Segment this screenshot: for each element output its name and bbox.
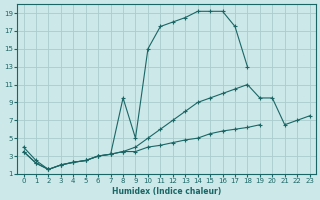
X-axis label: Humidex (Indice chaleur): Humidex (Indice chaleur) — [112, 187, 221, 196]
